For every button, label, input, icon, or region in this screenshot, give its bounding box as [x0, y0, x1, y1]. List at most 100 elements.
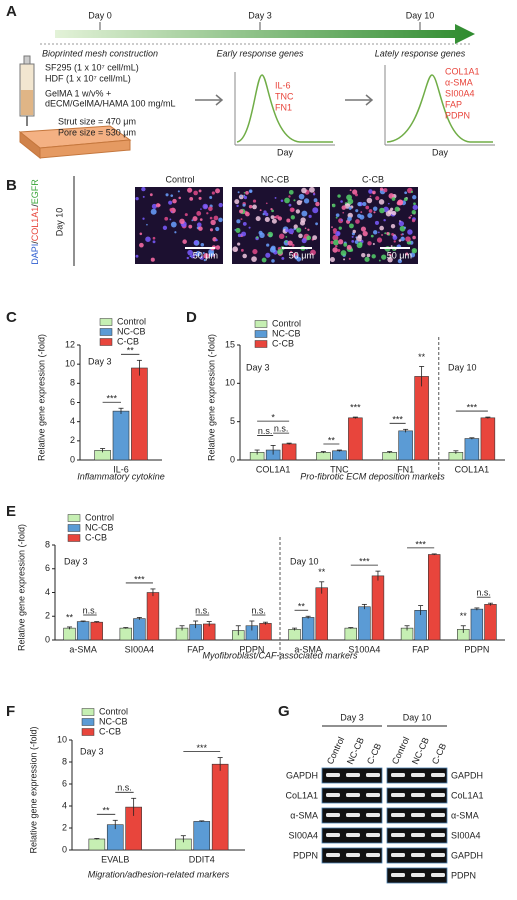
gel-band [326, 813, 340, 817]
gel-band [431, 853, 445, 857]
cell [249, 190, 253, 193]
cell [213, 215, 219, 221]
cell [243, 194, 246, 197]
y-tick-label: 4 [70, 416, 75, 426]
cell [411, 210, 416, 215]
cell [403, 226, 407, 229]
cell [203, 253, 209, 259]
axis-label: Day [432, 147, 449, 157]
panel-label: B [6, 177, 17, 194]
stain-part: DAPI [30, 244, 40, 265]
cell [256, 236, 259, 239]
significance-label: *** [359, 557, 370, 567]
bar [398, 430, 413, 461]
bar [484, 604, 497, 641]
stage-label: Early response genes [216, 48, 304, 58]
cell [277, 249, 283, 255]
cell [337, 194, 341, 198]
cell [346, 244, 352, 250]
gel-band [346, 853, 360, 857]
legend-label: Control [272, 318, 301, 328]
panel-label: G [278, 703, 290, 720]
cell [384, 232, 387, 235]
cell [378, 259, 381, 262]
legend-swatch [67, 524, 81, 532]
legend-swatch [81, 708, 95, 716]
cell [278, 233, 285, 240]
y-tick-label: 12 [65, 339, 75, 349]
cell [179, 218, 185, 225]
bar [316, 452, 331, 461]
cell [211, 191, 215, 195]
cell [194, 253, 197, 256]
cell [169, 208, 173, 212]
cell [261, 257, 267, 263]
cell [332, 239, 339, 246]
cell [335, 213, 340, 218]
cell [164, 216, 169, 221]
cell [372, 206, 378, 211]
cell [361, 253, 366, 258]
cell [277, 216, 283, 221]
significance-label: *** [134, 574, 145, 584]
cell [243, 192, 246, 194]
legend-swatch [67, 514, 81, 522]
y-tick-label: 8 [70, 378, 75, 388]
cell [152, 240, 156, 244]
gel-band [411, 833, 425, 837]
bar [332, 450, 347, 461]
arrow [345, 94, 374, 106]
material-text: HDF (1 x 10⁷ cell/mL) [45, 73, 131, 83]
gel-band [431, 793, 445, 797]
x-tick-label: EVALB [101, 854, 129, 864]
legend-swatch [254, 320, 268, 328]
cell [203, 258, 206, 262]
lane-label: Control [390, 735, 411, 766]
x-tick-label: COL1A1 [455, 464, 490, 474]
cell [202, 252, 205, 255]
cell [362, 230, 368, 237]
cell [393, 240, 396, 243]
cell [370, 234, 374, 238]
day-label: Day 10 [406, 10, 435, 20]
y-axis-label: Relative gene expression (-fold) [28, 726, 38, 853]
cell [252, 199, 257, 203]
stage-label: Lately response genes [375, 48, 466, 58]
cell [340, 250, 347, 256]
y-tick-label: 6 [45, 563, 50, 573]
scale-bar-label: 50 μm [289, 250, 314, 260]
cell [338, 239, 344, 245]
bar [193, 821, 211, 851]
cell [193, 190, 198, 196]
cell [237, 242, 241, 246]
y-tick-label: 4 [62, 800, 67, 810]
cell [386, 231, 390, 235]
cell [309, 186, 315, 193]
cell [313, 198, 318, 203]
cell [408, 216, 411, 219]
significance-label: *** [196, 743, 207, 753]
cell [135, 254, 139, 258]
cell [379, 225, 384, 231]
scale-bar-label: 50 μm [193, 250, 218, 260]
stage-label: Bioprinted mesh construction [42, 48, 158, 58]
cell [209, 228, 214, 232]
scale-bar-label: 50 μm [387, 250, 412, 260]
cell [288, 195, 291, 198]
cell [237, 191, 240, 194]
gel-day: Day 10 [403, 712, 432, 722]
legend-swatch [99, 318, 113, 326]
legend-swatch [67, 534, 81, 542]
cell [241, 231, 247, 237]
lane-label: NC-CB [410, 736, 431, 766]
cell [198, 189, 202, 193]
cell [348, 206, 352, 210]
significance-label: ** [328, 435, 336, 445]
cell [364, 256, 370, 262]
stain-part: EGFR [30, 179, 40, 205]
cell [405, 252, 409, 256]
axis-label: Day [277, 147, 294, 157]
cell [411, 219, 416, 223]
y-tick-label: 15 [225, 339, 235, 349]
